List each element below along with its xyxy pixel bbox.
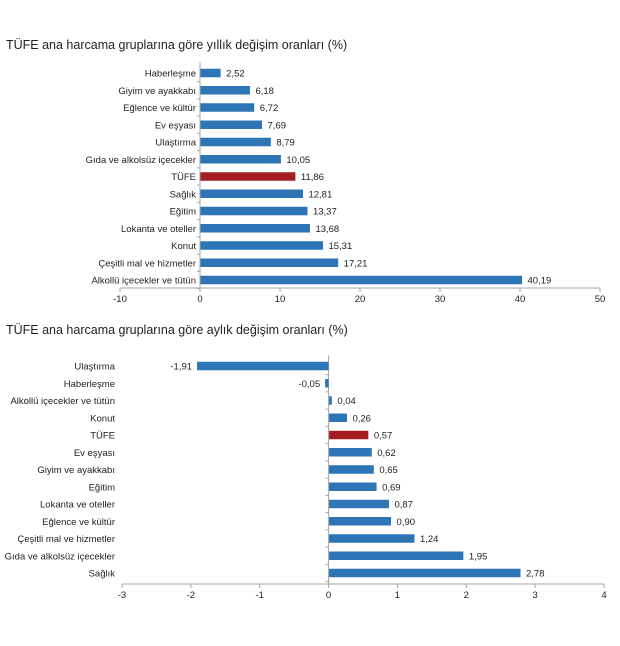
bar	[200, 275, 523, 285]
x-tick-label: 1	[395, 590, 400, 601]
data-label: 0,26	[352, 413, 371, 424]
category-label: Eğlence ve kültür	[123, 103, 196, 114]
category-label: Eğitim	[89, 482, 115, 493]
data-label: 2,78	[526, 569, 545, 580]
bar	[200, 206, 308, 216]
bar	[200, 155, 281, 164]
category-label: Ulaştırma	[155, 138, 196, 149]
category-label: Sağlık	[89, 569, 116, 580]
category-label: Eğitim	[170, 207, 196, 218]
category-label: Lokanta ve oteller	[121, 224, 196, 235]
data-label: 10,05	[286, 155, 310, 166]
x-tick-label: 40	[515, 294, 526, 305]
data-label: 0,87	[394, 500, 413, 511]
bar	[329, 534, 415, 543]
x-tick-label: 0	[326, 590, 331, 601]
data-label: 0,57	[374, 431, 393, 442]
category-label: Ev eşyası	[155, 120, 196, 131]
data-label: 0,65	[379, 465, 398, 476]
category-label: Gıda ve alkolsüz içecekler	[5, 551, 115, 562]
bar	[200, 68, 221, 78]
bar	[325, 379, 329, 388]
data-label: 15,31	[328, 241, 352, 252]
category-label: TÜFE	[90, 431, 115, 442]
bar	[329, 568, 521, 578]
data-label: 7,69	[268, 120, 287, 131]
bar	[329, 413, 347, 422]
data-label: 11,86	[301, 172, 324, 183]
category-label: Konut	[171, 241, 196, 252]
data-label: 1,95	[469, 551, 488, 562]
category-label: TÜFE	[171, 172, 196, 183]
bar	[200, 258, 339, 267]
data-label: 17,21	[344, 258, 368, 269]
category-label: Çeşitli mal ve hizmetler	[17, 534, 115, 545]
x-tick-label: 2	[464, 590, 469, 601]
x-tick-label: -10	[113, 294, 127, 305]
category-label: Ulaştırma	[74, 362, 115, 373]
bar	[329, 396, 332, 405]
bar	[200, 241, 323, 250]
data-label: 13,68	[315, 224, 339, 235]
data-label: -0,05	[298, 379, 320, 390]
x-tick-label: 3	[532, 590, 537, 601]
x-tick-label: 30	[435, 294, 446, 305]
x-tick-label: -3	[118, 590, 126, 601]
category-label: Çeşitli mal ve hizmetler	[98, 258, 196, 269]
x-tick-label: -2	[187, 590, 195, 601]
chart-title-monthly: TÜFE ana harcama gruplarına göre aylık d…	[6, 323, 348, 337]
data-label: 13,37	[313, 207, 337, 218]
data-label: 0,62	[377, 448, 396, 459]
data-label: 1,24	[420, 534, 439, 545]
category-label: Haberleşme	[145, 69, 196, 80]
data-label: 40,19	[528, 276, 552, 287]
bar	[329, 499, 389, 509]
bar	[200, 224, 310, 233]
x-tick-label: 10	[275, 294, 286, 305]
data-label: -1,91	[170, 362, 192, 373]
bar	[329, 430, 369, 440]
bar	[197, 361, 329, 371]
data-label: 0,04	[337, 396, 356, 407]
category-label: Haberleşme	[64, 379, 115, 390]
category-label: Alkollü içecekler ve tütün	[10, 396, 115, 407]
x-tick-label: 20	[355, 294, 366, 305]
category-label: Gıda ve alkolsüz içecekler	[86, 155, 196, 166]
category-label: Konut	[90, 413, 115, 424]
data-label: 6,72	[260, 103, 279, 114]
bar	[200, 172, 296, 181]
chart-title-annual: TÜFE ana harcama gruplarına göre yıllık …	[6, 38, 348, 52]
data-label: 6,18	[255, 86, 274, 97]
data-label: 2,52	[226, 69, 245, 80]
category-label: Ev eşyası	[74, 448, 115, 459]
bar	[200, 189, 303, 198]
category-label: Giyim ve ayakkabı	[37, 465, 115, 476]
data-label: 8,79	[276, 138, 295, 149]
bar	[329, 517, 392, 526]
bar	[200, 103, 255, 112]
bar	[200, 86, 250, 95]
bar	[329, 482, 377, 491]
x-tick-label: 4	[601, 590, 606, 601]
bar	[329, 551, 464, 560]
category-label: Lokanta ve oteller	[40, 500, 115, 511]
bar	[329, 465, 374, 474]
category-label: Eğlence ve kültür	[42, 517, 115, 528]
data-label: 0,90	[397, 517, 416, 528]
category-label: Alkollü içecekler ve tütün	[91, 276, 196, 287]
bar	[200, 137, 271, 147]
category-label: Giyim ve ayakkabı	[118, 86, 196, 97]
data-label: 0,69	[382, 482, 401, 493]
x-tick-label: 50	[595, 294, 606, 305]
bar	[329, 448, 372, 457]
bar	[200, 120, 263, 129]
data-label: 12,81	[308, 189, 332, 200]
category-label: Sağlık	[170, 189, 197, 200]
x-tick-label: -1	[255, 590, 263, 601]
x-tick-label: 0	[197, 294, 202, 305]
